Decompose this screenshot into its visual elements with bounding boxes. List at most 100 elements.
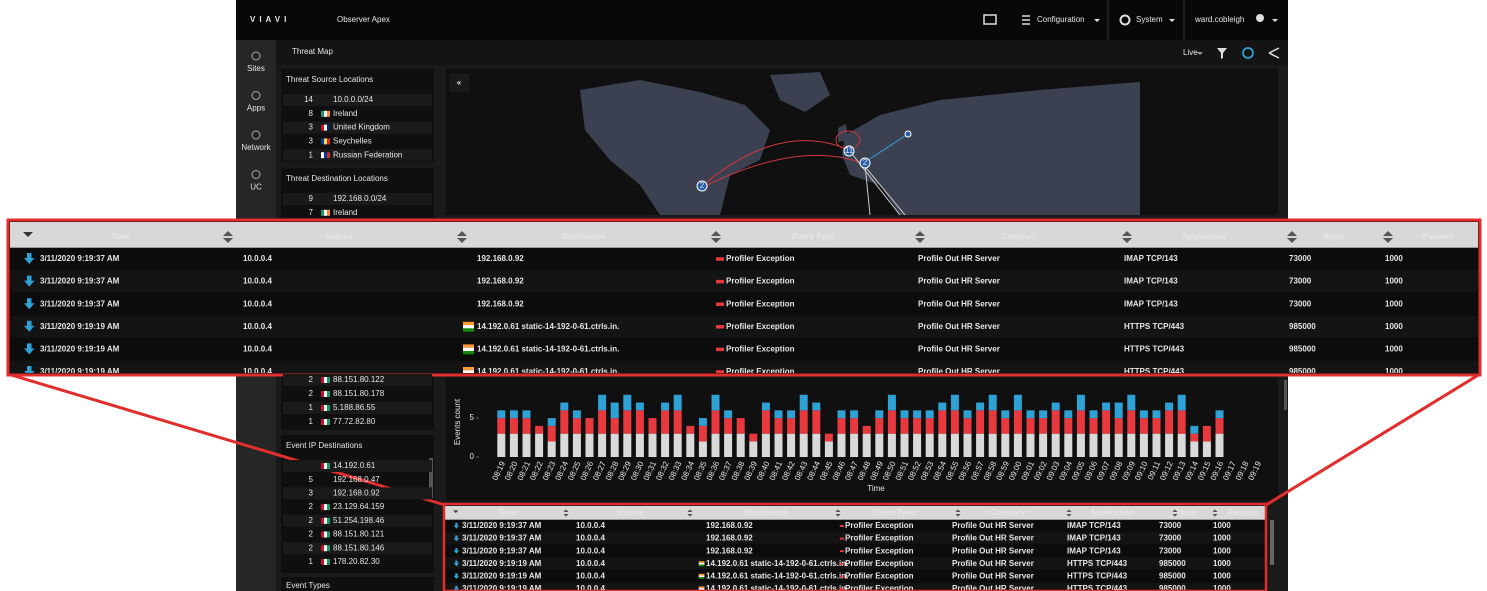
row-label[interactable]: 192.168.0.0/24: [333, 194, 387, 203]
row-label[interactable]: 23.129.64.159: [333, 502, 385, 511]
bar-segment[interactable]: [950, 410, 959, 434]
bar-segment[interactable]: [686, 425, 695, 434]
bar-segment[interactable]: [598, 410, 607, 434]
column-header[interactable]: Application: [1182, 232, 1226, 241]
bar-segment[interactable]: [661, 433, 670, 457]
row-label[interactable]: United Kingdom: [333, 123, 390, 132]
bar-segment[interactable]: [560, 402, 569, 411]
row-label[interactable]: 192.168.0.92: [333, 489, 380, 498]
column-header[interactable]: Source: [616, 508, 644, 517]
bar-segment[interactable]: [799, 394, 808, 411]
sort-icon[interactable]: [1383, 231, 1393, 243]
row-label[interactable]: 10.0.0.0/24: [333, 95, 374, 104]
bar-segment[interactable]: [1152, 433, 1161, 457]
bar-segment[interactable]: [623, 394, 632, 411]
bar-segment[interactable]: [925, 418, 934, 434]
bar-segment[interactable]: [1076, 394, 1085, 411]
bar-segment[interactable]: [900, 433, 909, 457]
bar-segment[interactable]: [1165, 410, 1174, 434]
menu-user[interactable]: ward.cobleigh: [1194, 15, 1244, 24]
bar-segment[interactable]: [698, 418, 707, 426]
bar-segment[interactable]: [761, 402, 770, 411]
bar-segment[interactable]: [1139, 418, 1148, 434]
bar-segment[interactable]: [812, 402, 821, 411]
bar-segment[interactable]: [711, 433, 720, 457]
bar-segment[interactable]: [913, 433, 922, 457]
column-header[interactable]: Packets: [1423, 232, 1454, 241]
bar-segment[interactable]: [711, 394, 720, 411]
row-label[interactable]: Russian Federation: [333, 150, 402, 159]
bar-segment[interactable]: [535, 425, 544, 434]
row-label[interactable]: 5.188.86.55: [333, 403, 376, 412]
bar-segment[interactable]: [585, 418, 594, 434]
bar-segment[interactable]: [988, 433, 997, 457]
bar-segment[interactable]: [1127, 410, 1136, 434]
sort-icon[interactable]: [915, 231, 925, 243]
bar-segment[interactable]: [547, 425, 556, 442]
scrollbar[interactable]: [1270, 520, 1274, 565]
bar-segment[interactable]: [1051, 410, 1060, 434]
column-header[interactable]: Destination: [562, 232, 606, 241]
bar-segment[interactable]: [1076, 410, 1085, 434]
sort-icon[interactable]: [223, 231, 233, 243]
bar-segment[interactable]: [1202, 441, 1211, 457]
bar-segment[interactable]: [963, 433, 972, 457]
column-header[interactable]: Application: [1090, 508, 1134, 517]
sort-icon[interactable]: [1287, 231, 1297, 243]
bar-segment[interactable]: [635, 410, 644, 434]
row-label[interactable]: 77.72.82.80: [333, 417, 376, 426]
bar-segment[interactable]: [661, 410, 670, 434]
bar-segment[interactable]: [610, 433, 619, 457]
map-dot[interactable]: [904, 130, 912, 138]
row-label[interactable]: 192.168.0.47: [333, 475, 380, 484]
bar-segment[interactable]: [976, 410, 985, 434]
scrollbar[interactable]: [1284, 380, 1287, 410]
menu-system[interactable]: System: [1136, 15, 1163, 24]
scrollbar[interactable]: [429, 458, 433, 498]
column-header[interactable]: Time: [111, 232, 130, 241]
sort-icon[interactable]: [1212, 509, 1218, 517]
bar-segment[interactable]: [963, 418, 972, 434]
sort-icon[interactable]: [711, 231, 721, 243]
bar-segment[interactable]: [572, 410, 581, 419]
bar-segment[interactable]: [673, 394, 682, 411]
bar-segment[interactable]: [1102, 410, 1111, 434]
bar-segment[interactable]: [749, 433, 758, 442]
bar-segment[interactable]: [1127, 433, 1136, 457]
row-label[interactable]: 178.20.82.30: [333, 557, 380, 566]
share-icon[interactable]: [1268, 47, 1280, 59]
bar-segment[interactable]: [497, 433, 506, 457]
bar-segment[interactable]: [1026, 433, 1035, 457]
bar-segment[interactable]: [509, 418, 518, 434]
bar-segment[interactable]: [1089, 433, 1098, 457]
bar-segment[interactable]: [1190, 433, 1199, 442]
bar-segment[interactable]: [673, 410, 682, 434]
column-header[interactable]: Source: [325, 232, 353, 241]
gear-icon[interactable]: [1119, 14, 1131, 26]
column-header[interactable]: Bytes: [1323, 232, 1345, 241]
bar-segment[interactable]: [976, 402, 985, 411]
bar-segment[interactable]: [1001, 433, 1010, 457]
nav-label[interactable]: UC: [250, 183, 262, 192]
bar-segment[interactable]: [799, 410, 808, 434]
bar-segment[interactable]: [736, 418, 745, 434]
bar-segment[interactable]: [799, 433, 808, 457]
bar-segment[interactable]: [900, 418, 909, 434]
nav-icon[interactable]: [251, 170, 261, 179]
column-header[interactable]: Event Type: [873, 508, 916, 517]
bar-segment[interactable]: [610, 418, 619, 434]
bar-segment[interactable]: [1202, 425, 1211, 442]
bar-segment[interactable]: [560, 433, 569, 457]
bar-segment[interactable]: [724, 418, 733, 434]
row-label[interactable]: Ireland: [333, 208, 357, 217]
column-header[interactable]: Destination: [744, 508, 788, 517]
bar-segment[interactable]: [1039, 410, 1048, 419]
bar-segment[interactable]: [812, 410, 821, 434]
bar-segment[interactable]: [824, 441, 833, 457]
bar-segment[interactable]: [1190, 441, 1199, 457]
bar-segment[interactable]: [1215, 418, 1224, 434]
sort-icon[interactable]: [457, 231, 467, 243]
bar-segment[interactable]: [1064, 433, 1073, 457]
bar-segment[interactable]: [988, 410, 997, 434]
bar-segment[interactable]: [1215, 433, 1224, 457]
